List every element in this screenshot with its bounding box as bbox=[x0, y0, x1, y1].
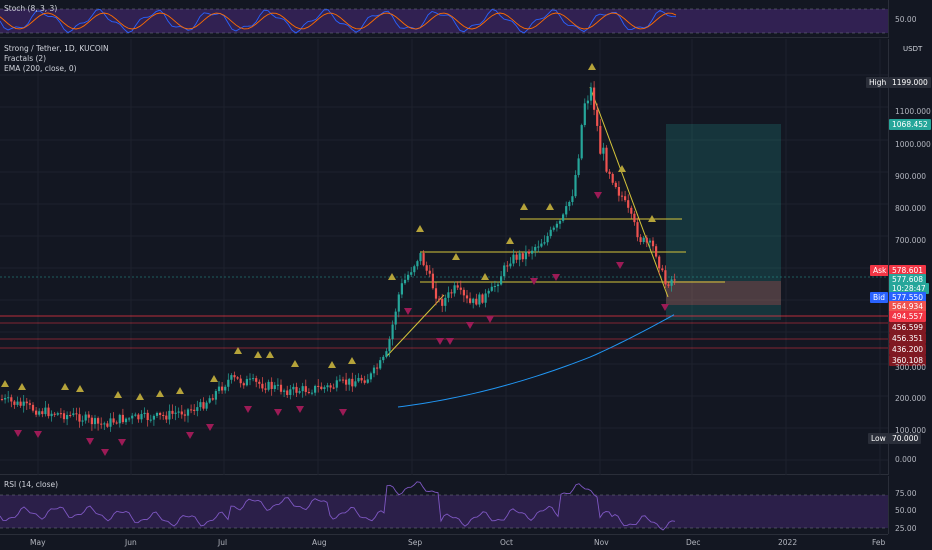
rsi-plot bbox=[0, 481, 888, 531]
level-tag: 360.108 bbox=[889, 355, 927, 366]
price-tick: 1000.000 bbox=[895, 140, 931, 149]
trend-line-down bbox=[589, 86, 669, 298]
countdown-tag: 10:28:47 bbox=[889, 283, 929, 294]
fractals bbox=[1, 63, 669, 456]
rsi-tick: 50.00 bbox=[895, 506, 917, 515]
month-label: Jul bbox=[218, 538, 228, 547]
month-label: 2022 bbox=[778, 538, 798, 547]
rsi-axis[interactable]: 75.00 50.00 25.00 bbox=[888, 476, 932, 534]
price-plot bbox=[0, 39, 888, 475]
trend-line-up bbox=[385, 294, 445, 358]
level-tag: 456.599 bbox=[889, 322, 927, 333]
ema-200-line bbox=[397, 314, 675, 408]
rsi-title[interactable]: RSI (14, close) bbox=[4, 480, 59, 489]
rsi-tick: 75.00 bbox=[895, 489, 917, 498]
price-tick: 800.000 bbox=[895, 204, 927, 213]
stoch-pane[interactable]: Stoch (8, 3, 3) bbox=[0, 0, 888, 38]
price-tick: 200.000 bbox=[895, 394, 927, 403]
price-tick: 0.000 bbox=[895, 455, 917, 464]
currency-label[interactable]: USDT bbox=[903, 45, 923, 53]
price-tick: 700.000 bbox=[895, 236, 927, 245]
stoch-k-line bbox=[0, 8, 677, 34]
time-axis[interactable]: May Jun Jul Aug Sep Oct Nov Dec 2022 Feb bbox=[0, 534, 888, 550]
ema-legend[interactable]: EMA (200, close, 0) bbox=[4, 64, 77, 73]
high-value-tag: 1199.000 bbox=[889, 77, 931, 88]
rsi-band bbox=[0, 495, 888, 528]
high-label-tag: High bbox=[866, 77, 890, 88]
price-tick: 1100.000 bbox=[895, 107, 931, 116]
rsi-tick: 25.00 bbox=[895, 524, 917, 533]
last-price-tag: 577.608 bbox=[889, 274, 927, 285]
rsi-line bbox=[0, 481, 676, 531]
stoch-tick: 50.00 bbox=[895, 15, 917, 24]
stoch-d-line bbox=[0, 12, 677, 30]
price-tick: 100.000 bbox=[895, 426, 927, 435]
level-tag: 494.557 bbox=[889, 311, 927, 322]
bid-value-tag: 577.550 bbox=[889, 292, 927, 303]
stoch-plot bbox=[0, 8, 888, 34]
stoch-axis[interactable]: 50.00 bbox=[888, 0, 932, 38]
price-tick: 900.000 bbox=[895, 172, 927, 181]
month-label: Jun bbox=[125, 538, 137, 547]
bid-label-tag: Bid bbox=[870, 292, 888, 303]
price-axis[interactable]: USDT 1199.000 1100.000 1068.452 1000.000… bbox=[888, 39, 932, 475]
ask-value-tag: 578.601 bbox=[889, 265, 927, 276]
rsi-pane[interactable]: RSI (14, close) bbox=[0, 476, 888, 534]
main-chart-pane[interactable]: Strong / Tether, 1D, KUCOIN Fractals (2)… bbox=[0, 39, 890, 475]
low-value-tag: 70.000 bbox=[889, 433, 922, 444]
stop-price-tag: 564.934 bbox=[889, 301, 927, 312]
month-label: Nov bbox=[594, 538, 609, 547]
long-position-loss-zone bbox=[666, 281, 781, 305]
month-label: May bbox=[30, 538, 46, 547]
month-label: Oct bbox=[500, 538, 513, 547]
fractals-legend[interactable]: Fractals (2) bbox=[4, 54, 47, 63]
month-label: Dec bbox=[686, 538, 701, 547]
candles bbox=[0, 81, 676, 432]
month-label: Aug bbox=[312, 538, 327, 547]
month-label: Sep bbox=[408, 538, 423, 547]
symbol-title[interactable]: Strong / Tether, 1D, KUCOIN bbox=[4, 44, 109, 53]
long-position-profit-zone bbox=[666, 124, 781, 320]
level-tag: 456.351 bbox=[889, 333, 927, 344]
level-tag: 436.200 bbox=[889, 344, 927, 355]
grid-lines bbox=[0, 39, 888, 475]
stoch-title[interactable]: Stoch (8, 3, 3) bbox=[4, 4, 58, 13]
target-price-tag: 1068.452 bbox=[889, 119, 931, 130]
ask-label-tag: Ask bbox=[870, 265, 890, 276]
month-label: Feb bbox=[872, 538, 886, 547]
price-tick: 300.000 bbox=[895, 363, 927, 372]
low-label-tag: Low bbox=[868, 433, 889, 444]
